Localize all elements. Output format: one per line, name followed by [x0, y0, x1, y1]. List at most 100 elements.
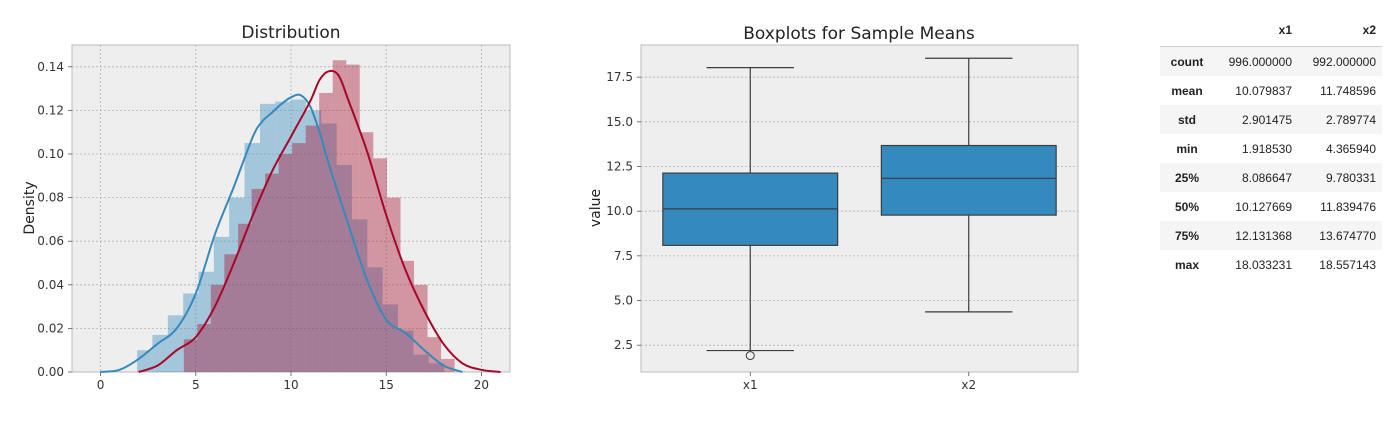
column-header-x2: x2 — [1298, 14, 1382, 47]
y-tick-label: 0.06 — [37, 234, 64, 248]
table-cell: 992.000000 — [1312, 54, 1376, 69]
y-tick-label: 2.5 — [614, 338, 633, 352]
histogram-bar — [305, 110, 322, 373]
box-x2 — [880, 57, 1057, 313]
histogram-bar — [373, 158, 387, 372]
boxplot-title: Boxplots for Sample Means — [743, 24, 975, 44]
table-row: max 18.033231 18.557143 — [1160, 250, 1382, 279]
table-cell: 2.901475 — [1241, 112, 1292, 127]
box-iqr — [880, 144, 1057, 216]
x-tick-label: x1 — [743, 378, 758, 392]
y-tick-label: 10.0 — [606, 204, 633, 218]
distribution-x-ticks: 0 5 10 15 20 — [97, 372, 489, 392]
table-cell: 10.127669 — [1235, 199, 1292, 214]
histogram-bar — [265, 173, 279, 372]
x-tick-label: 20 — [474, 378, 489, 392]
distribution-y-ticks: 0.00 0.02 0.04 0.06 0.08 0.10 0.12 0.14 — [37, 60, 72, 379]
table-cell: 11.748596 — [1320, 83, 1376, 98]
row-label: 50% — [1174, 199, 1200, 214]
table-header-row: x1 x2 — [1160, 14, 1382, 47]
histogram-bar — [137, 350, 153, 372]
histogram-bar — [251, 188, 266, 372]
histogram-bar — [292, 143, 306, 372]
table-row: 50% 10.127669 11.839476 — [1160, 192, 1382, 221]
histogram-bar — [413, 354, 429, 372]
y-tick-label: 0.08 — [37, 191, 64, 205]
table-row: 75% 12.131368 13.674770 — [1160, 221, 1382, 250]
distribution-grid — [72, 45, 510, 373]
kde-line — [138, 69, 501, 373]
y-tick-label: 0.00 — [37, 365, 64, 379]
y-tick-label: 0.02 — [37, 321, 64, 335]
boxplot-x-ticks: x1 x2 — [743, 372, 976, 392]
y-tick-label: 0.04 — [37, 278, 64, 292]
histogram-bar — [238, 223, 252, 372]
table-corner-cell — [1160, 14, 1214, 47]
summary-statistics-table: x1 x2 count 996.000000 992.000000 mean 10.07… — [1160, 14, 1382, 279]
table-cell: 9.780331 — [1325, 170, 1376, 185]
table-row: mean 10.079837 11.748596 — [1160, 76, 1382, 105]
box-x1 — [662, 67, 839, 361]
row-label: min — [1176, 141, 1198, 156]
table-row: min 1.918530 4.365940 — [1160, 134, 1382, 163]
row-label: std — [1178, 112, 1196, 127]
histogram-bar — [275, 101, 291, 373]
histogram-bar — [224, 254, 239, 372]
histogram-bar — [183, 339, 198, 372]
table-cell: 10.079837 — [1235, 83, 1292, 98]
table-cell: 13.674770 — [1319, 228, 1376, 243]
y-tick-label: 0.10 — [37, 147, 64, 161]
table-row: std 2.901475 2.789774 — [1160, 105, 1382, 134]
table-cell: 8.086647 — [1241, 170, 1292, 185]
x-tick-label: 0 — [97, 378, 105, 392]
histogram-bar — [278, 154, 293, 372]
table-cell: 11.839476 — [1320, 199, 1376, 214]
histogram-bar — [332, 60, 347, 372]
row-label: count — [1170, 54, 1204, 69]
histogram-bar — [351, 219, 368, 372]
y-tick-label: 5.0 — [614, 294, 633, 308]
outlier-point — [745, 351, 755, 361]
distribution-bars — [137, 60, 455, 373]
y-tick-label: 7.5 — [614, 249, 633, 263]
distribution-title: Distribution — [241, 23, 340, 43]
row-label: max — [1174, 257, 1200, 272]
x-tick-label: x2 — [961, 378, 976, 392]
row-label: mean — [1171, 83, 1203, 98]
x-tick-label: 5 — [192, 378, 200, 392]
histogram-bar — [290, 99, 306, 372]
distribution-ylabel: Density — [22, 181, 38, 234]
y-tick-label: 12.5 — [606, 160, 633, 174]
histogram-bar — [346, 64, 360, 373]
y-tick-label: 0.12 — [37, 103, 64, 117]
column-header-x1: x1 — [1214, 14, 1298, 47]
histogram-bar — [398, 330, 414, 372]
histogram-bar — [229, 197, 245, 372]
y-tick-label: 15.0 — [606, 115, 633, 129]
table-cell: 2.789774 — [1325, 112, 1376, 127]
table-cell: 18.557143 — [1319, 257, 1376, 272]
table-row: count 996.000000 992.000000 — [1160, 46, 1382, 76]
table-cell: 996.000000 — [1228, 54, 1292, 69]
y-tick-label: 0.14 — [37, 60, 64, 74]
histogram-bar — [305, 125, 320, 372]
boxplot-boxes — [662, 57, 1057, 361]
histogram-bar — [359, 132, 374, 372]
histogram-bar — [336, 164, 352, 372]
histogram-bar — [400, 260, 415, 372]
table-cell: 1.918530 — [1241, 141, 1292, 156]
histogram-bar — [414, 284, 428, 372]
histogram-bar — [244, 143, 260, 372]
boxplot-ylabel: value — [588, 189, 604, 227]
histogram-bar — [210, 284, 225, 372]
x-tick-label: 10 — [283, 378, 298, 392]
table-cell: 18.033231 — [1235, 257, 1292, 272]
row-label: 25% — [1174, 170, 1200, 185]
table-row: 25% 8.086647 9.780331 — [1160, 163, 1382, 192]
table-cell: 4.365940 — [1325, 141, 1376, 156]
row-label: 75% — [1174, 228, 1200, 243]
kde-line — [100, 93, 463, 373]
boxplot-y-ticks: 2.5 5.0 7.5 10.0 12.5 15.0 17.5 — [606, 70, 641, 352]
distribution-kde-curves — [100, 69, 501, 373]
histogram-bar — [213, 236, 230, 372]
